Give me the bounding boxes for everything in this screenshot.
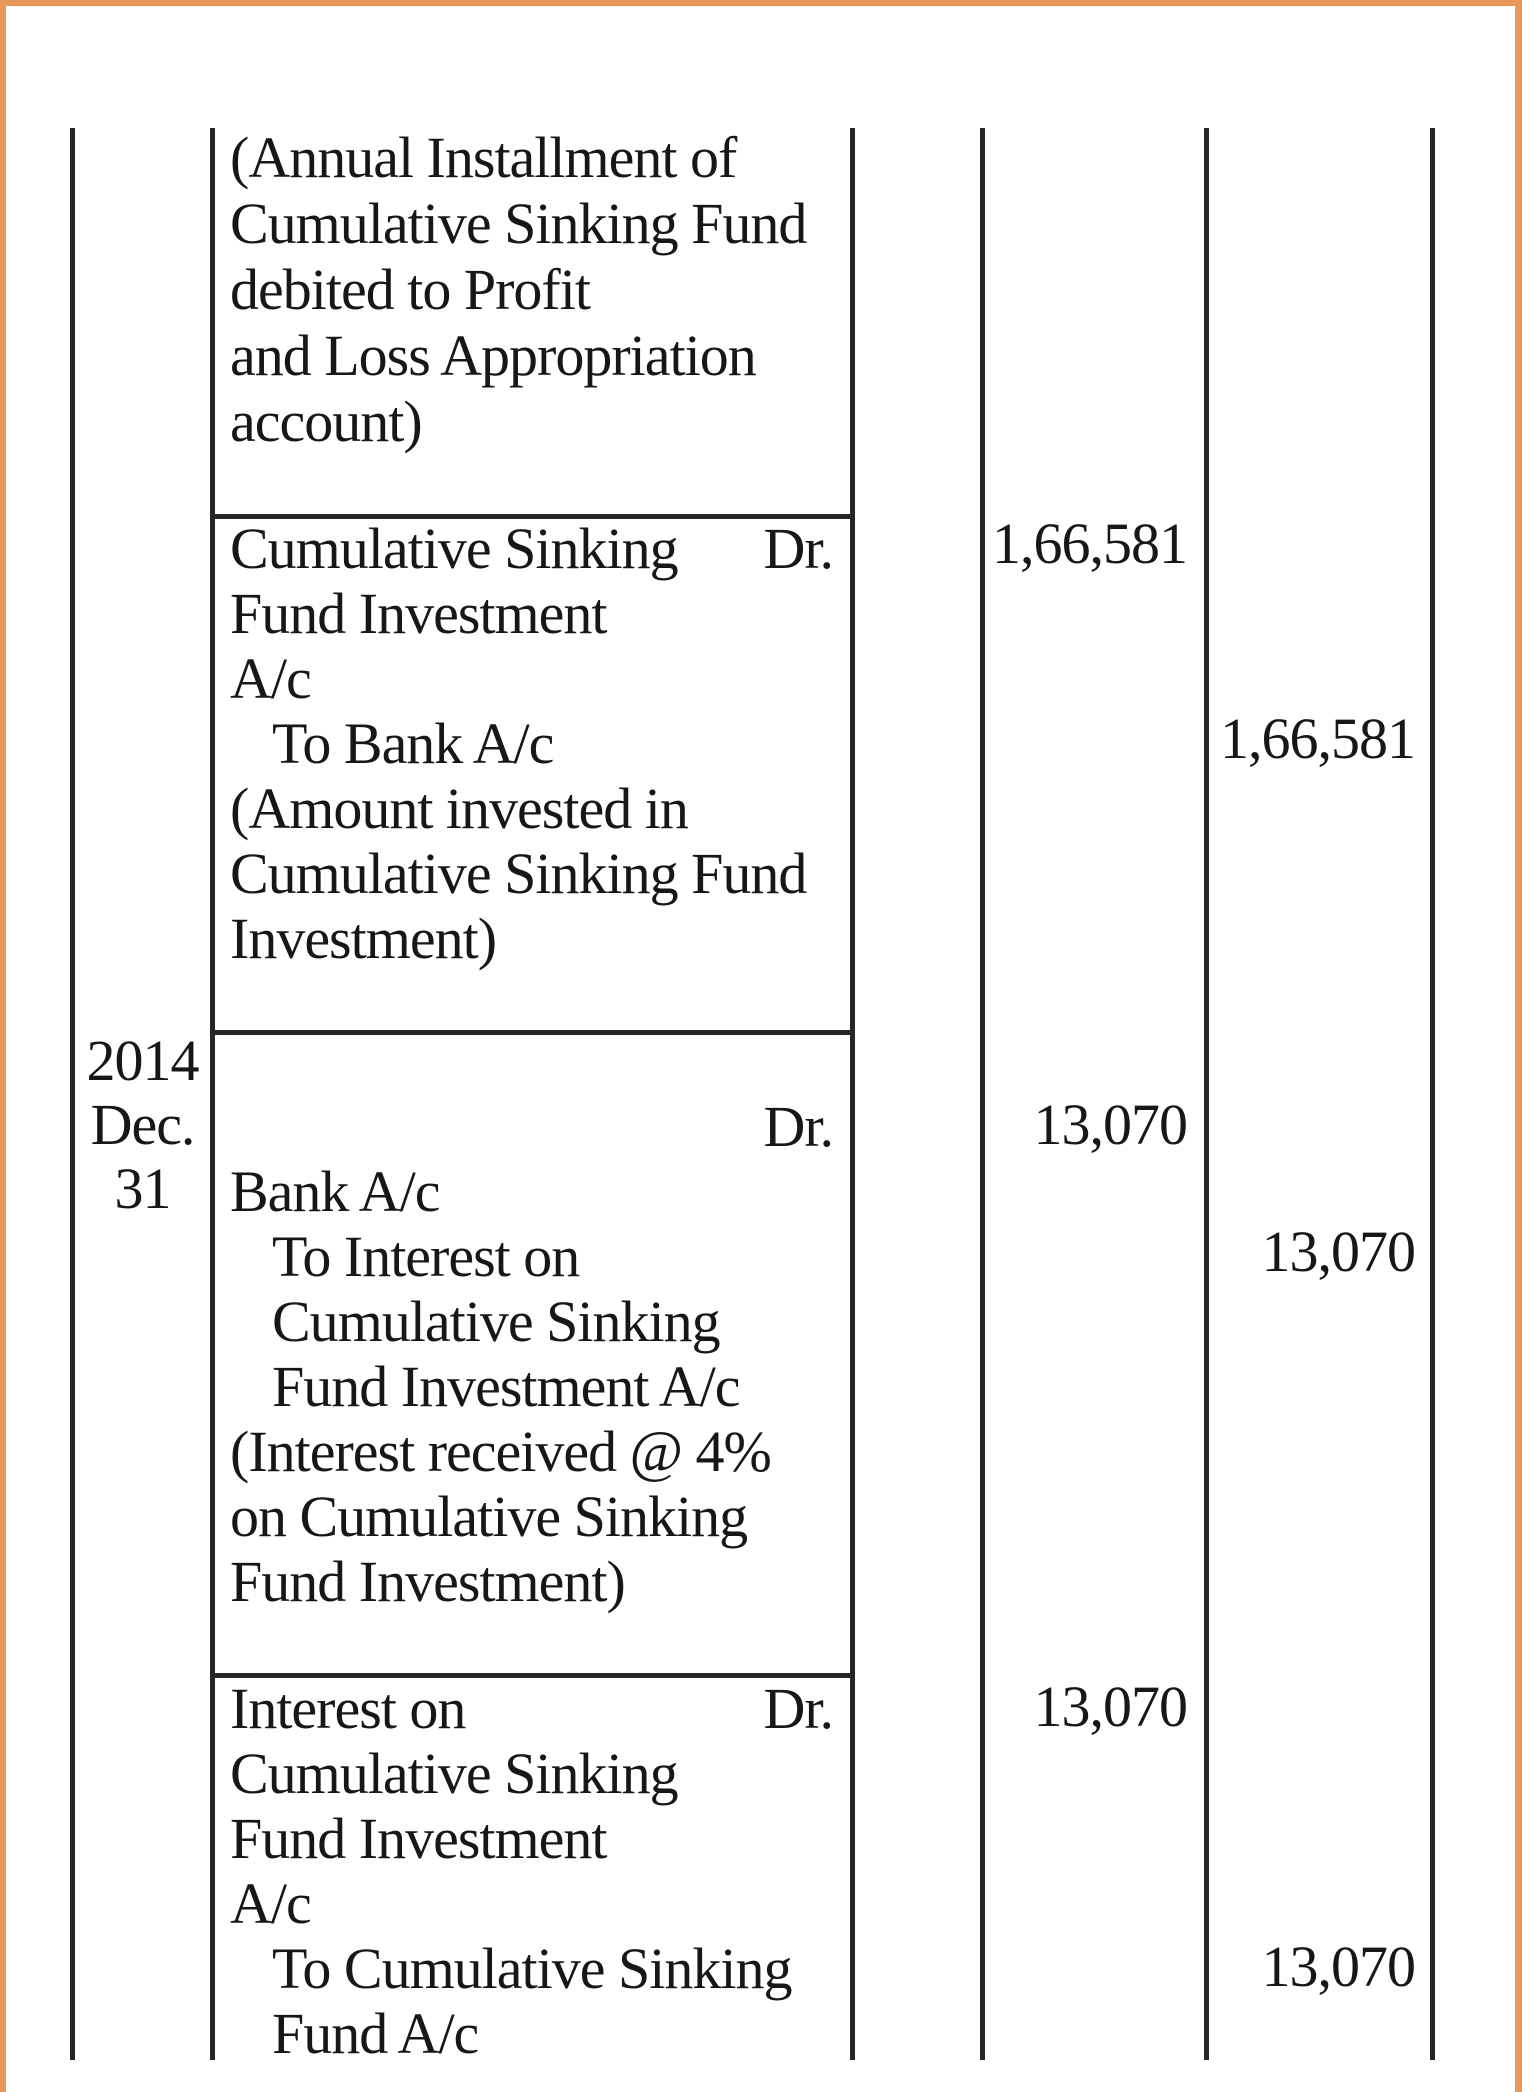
entry-date: 2014 Dec. 31 [70, 1029, 215, 1221]
narration-line: Fund Investment) [230, 1549, 626, 1614]
narration-line: (Amount invested in [230, 776, 689, 841]
dr-label: Dr. [763, 1094, 835, 1159]
narration-line: (Interest received @ 4% [230, 1419, 772, 1484]
date-day: 31 [114, 1156, 172, 1221]
entry2-debit-amount: 1,66,581 [992, 511, 1188, 576]
debit-account-line: Cumulative Sinking [230, 1741, 679, 1806]
lf-column-rule [980, 128, 985, 2060]
entry-separator-2 [210, 1030, 855, 1035]
account-name: Cumulative Sinking [230, 516, 679, 581]
table-left-rule [70, 128, 75, 2060]
narration-line: and Loss Appropriation [230, 323, 757, 388]
date-month: Dec. [90, 1092, 196, 1157]
dr-label: Dr. [763, 1676, 834, 1741]
debit-account-line: Interest on Dr. [230, 1676, 834, 1741]
debit-account-line: A/c [230, 646, 312, 711]
narration-line: Cumulative Sinking Fund [230, 191, 807, 256]
debit-account-line: Fund Investment [230, 581, 607, 646]
debit-account-line: A/c [230, 1871, 312, 1936]
entry-separator-3 [210, 1673, 855, 1678]
narration-line: (Annual Installment of [230, 125, 737, 190]
entry3-debit-amount: 13,070 [1033, 1092, 1189, 1157]
narration-line: on Cumulative Sinking [230, 1484, 748, 1549]
entry2-particulars: Cumulative Sinking Dr. Fund Investment A… [230, 516, 834, 971]
dr-label: Dr. [763, 516, 834, 581]
credit-account-line: To Interest on [272, 1224, 580, 1289]
entry4-particulars: Interest on Dr. Cumulative Sinking Fund … [230, 1676, 834, 2066]
credit-account-line: To Cumulative Sinking [272, 1936, 793, 2001]
narration-line: debited to Profit [230, 257, 591, 322]
debit-account-line: Fund Investment [230, 1806, 607, 1871]
table-right-rule [1430, 128, 1435, 2060]
entry3-credit-amount: 13,070 [1261, 1219, 1417, 1284]
particulars-right-rule [850, 128, 855, 2060]
debit-account-line: Bank A/c [230, 1159, 440, 1224]
page-border-right [1515, 0, 1522, 2092]
date-particulars-divider [210, 128, 215, 2060]
narration-line: account) [230, 389, 423, 454]
entry4-debit-amount: 13,070 [1033, 1674, 1189, 1739]
page-border-left [0, 0, 6, 2092]
debit-credit-divider [1204, 128, 1209, 2060]
entry1-narration: (Annual Installment of Cumulative Sinkin… [230, 125, 833, 455]
date-year: 2014 [86, 1028, 200, 1093]
debit-account-line: Cumulative Sinking Dr. [230, 516, 834, 581]
narration-line: Investment) [230, 906, 497, 971]
narration-line: Cumulative Sinking Fund [230, 841, 807, 906]
account-name: Interest on [230, 1676, 466, 1741]
credit-account-line: Cumulative Sinking [272, 1289, 721, 1354]
entry-separator-1 [210, 514, 855, 519]
credit-account-line: Fund Investment A/c [272, 1354, 741, 1419]
credit-account-line: Fund A/c [272, 2001, 479, 2066]
credit-account-line: To Bank A/c [272, 711, 554, 776]
entry4-credit-amount: 13,070 [1261, 1934, 1417, 1999]
page-border-top [0, 0, 1522, 6]
entry3-particulars: Dr. Bank A/c To Interest on Cumulative S… [230, 1094, 835, 1614]
entry2-credit-amount: 1,66,581 [1220, 706, 1416, 771]
